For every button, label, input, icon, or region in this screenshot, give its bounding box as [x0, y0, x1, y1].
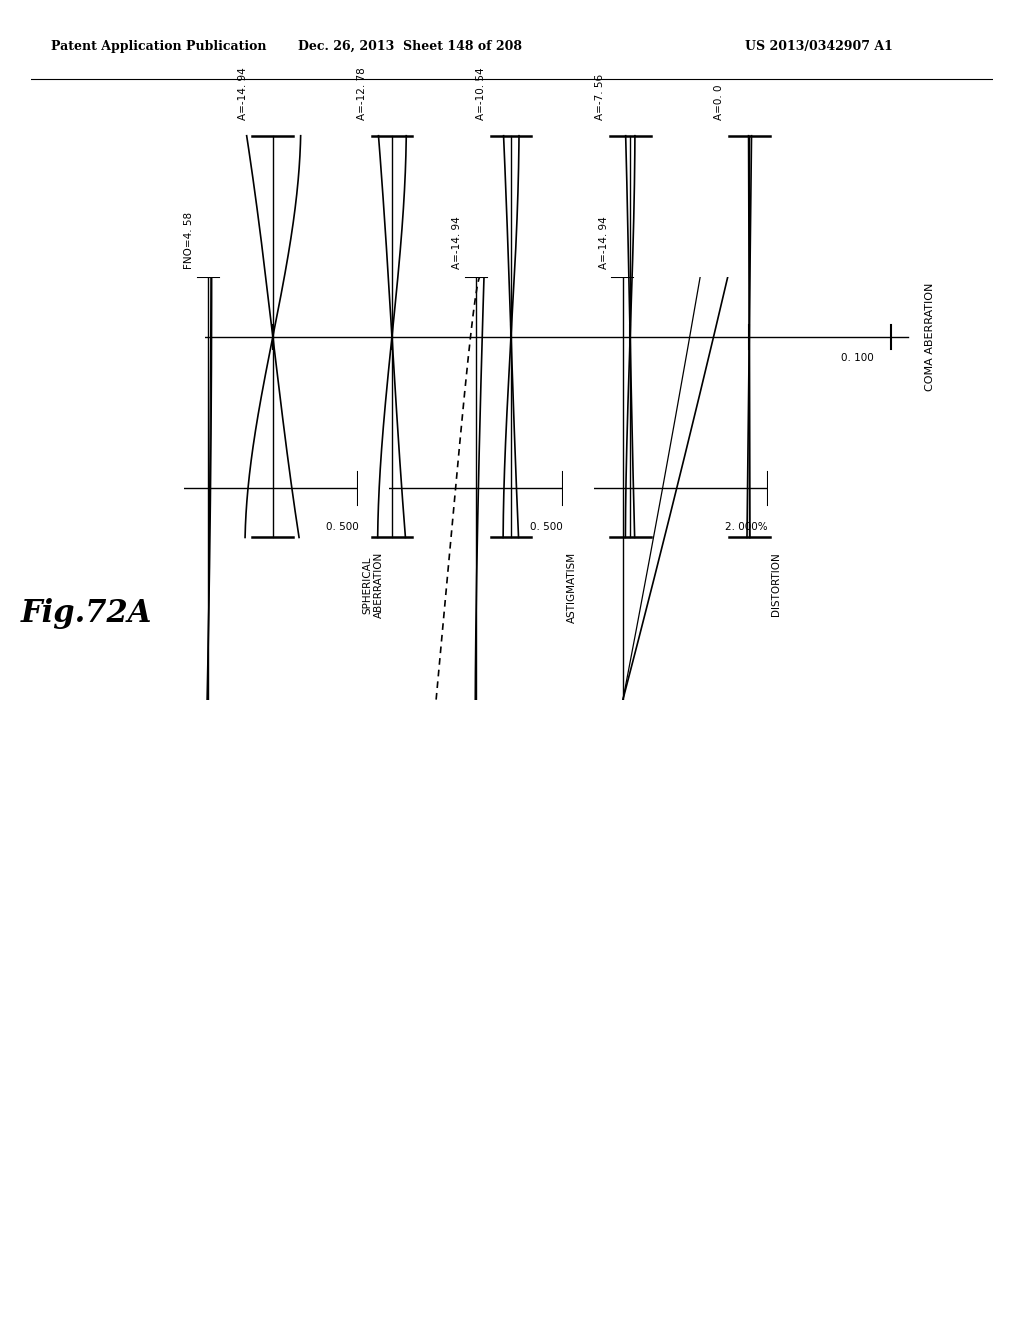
Text: 2. 000%: 2. 000% [725, 523, 768, 532]
Text: US 2013/0342907 A1: US 2013/0342907 A1 [745, 40, 893, 53]
Text: A=0. 0: A=0. 0 [715, 84, 724, 120]
Text: Dec. 26, 2013  Sheet 148 of 208: Dec. 26, 2013 Sheet 148 of 208 [298, 40, 521, 53]
Text: 0. 100: 0. 100 [841, 352, 873, 363]
Text: A=-14. 94: A=-14. 94 [238, 67, 248, 120]
Text: SPHERICAL
ABERRATION: SPHERICAL ABERRATION [361, 552, 383, 618]
Text: Patent Application Publication: Patent Application Publication [51, 40, 266, 53]
Text: Fig.72A: Fig.72A [20, 598, 152, 630]
Text: A=-14. 94: A=-14. 94 [599, 216, 609, 269]
Text: 0. 500: 0. 500 [530, 523, 563, 532]
Text: ASTIGMATISM: ASTIGMATISM [566, 552, 577, 623]
Text: A=-12. 78: A=-12. 78 [357, 67, 367, 120]
Text: FNO=4. 58: FNO=4. 58 [184, 211, 195, 269]
Text: A=-10. 54: A=-10. 54 [476, 67, 486, 120]
Text: DISTORTION: DISTORTION [771, 552, 781, 615]
Text: A=-7. 56: A=-7. 56 [595, 74, 605, 120]
Text: A=-14. 94: A=-14. 94 [453, 216, 462, 269]
Text: COMA ABERRATION: COMA ABERRATION [925, 282, 935, 391]
Text: 0. 500: 0. 500 [326, 523, 358, 532]
